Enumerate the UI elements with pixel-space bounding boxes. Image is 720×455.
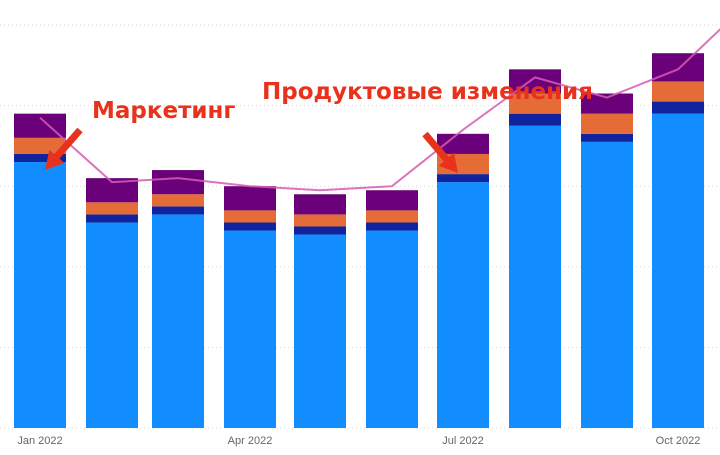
bar-segment	[14, 137, 66, 154]
bar-segment	[86, 214, 138, 223]
bar-segment	[152, 194, 204, 207]
bar-segment	[224, 210, 276, 223]
annotation-product-changes: Продуктовые изменения	[262, 79, 593, 105]
bar-segment	[224, 230, 276, 428]
bar-segment	[86, 202, 138, 215]
bar-segment	[224, 186, 276, 211]
bar-segment	[581, 133, 633, 142]
bar-segment	[581, 141, 633, 428]
bar-segment	[437, 182, 489, 428]
bar-segment	[652, 113, 704, 428]
x-tick-label: Jul 2022	[442, 435, 484, 447]
bar-segment	[581, 113, 633, 134]
bar-segment	[652, 81, 704, 102]
bar-segment	[366, 222, 418, 231]
bar-segment	[509, 125, 561, 428]
bar-segment	[366, 230, 418, 428]
x-tick-label: Apr 2022	[228, 435, 273, 447]
bar-segment	[86, 222, 138, 428]
bar-segment	[652, 101, 704, 114]
bar-segment	[294, 226, 346, 235]
bar-segment	[366, 210, 418, 223]
x-tick-label: Jan 2022	[17, 435, 62, 447]
bar-segment	[581, 93, 633, 114]
bar-segment	[437, 174, 489, 183]
bar-segment	[294, 234, 346, 428]
bar-segment	[152, 206, 204, 215]
bar-segment	[366, 190, 418, 211]
bar-segment	[152, 170, 204, 195]
bar-segment	[294, 214, 346, 227]
annotation-arrow-product-changes	[422, 131, 458, 173]
bar-segment	[224, 222, 276, 231]
bar-segment	[509, 113, 561, 126]
bar-segment	[294, 194, 346, 215]
bar-segment	[14, 153, 66, 163]
trend-line	[39, 28, 720, 192]
x-tick-label: Oct 2022	[656, 435, 701, 447]
bar-segment	[14, 162, 66, 428]
bar-segment	[509, 93, 561, 114]
annotation-arrow-marketing	[45, 127, 83, 170]
bar-segment	[152, 214, 204, 428]
annotation-marketing: Маркетинг	[92, 98, 236, 124]
